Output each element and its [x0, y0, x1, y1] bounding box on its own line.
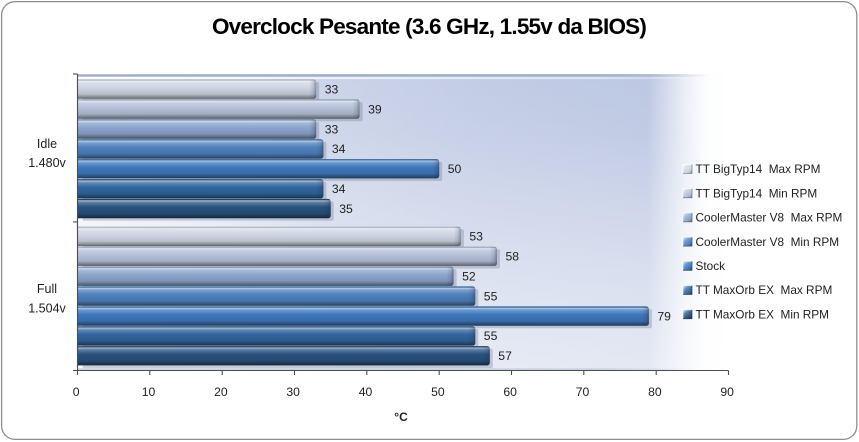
svg-text:1.504v: 1.504v: [28, 302, 66, 316]
svg-text:90: 90: [720, 385, 734, 399]
svg-text:39: 39: [368, 102, 382, 116]
svg-text:Idle: Idle: [37, 137, 57, 151]
svg-text:30: 30: [286, 385, 300, 399]
svg-text:57: 57: [498, 349, 512, 363]
svg-text:70: 70: [576, 385, 590, 399]
svg-text:TT BigTyp14 Max RPM: TT BigTyp14 Max RPM: [696, 162, 821, 176]
svg-text:79: 79: [657, 309, 671, 323]
svg-text:33: 33: [325, 122, 339, 136]
svg-text:55: 55: [484, 289, 498, 303]
svg-text:TT MaxOrb EX Min RPM: TT MaxOrb EX Min RPM: [696, 307, 830, 321]
svg-text:TT BigTyp14 Min RPM: TT BigTyp14 Min RPM: [696, 186, 818, 200]
svg-text:1.480v: 1.480v: [28, 156, 66, 170]
svg-text:°C: °C: [394, 410, 408, 424]
svg-text:50: 50: [431, 385, 445, 399]
svg-text:CoolerMaster V8 Max RPM: CoolerMaster V8 Max RPM: [696, 211, 843, 225]
svg-text:Overclock Pesante (3.6 GHz, 1.: Overclock Pesante (3.6 GHz, 1.55v da BIO…: [212, 14, 646, 39]
svg-text:Stock: Stock: [696, 259, 726, 273]
svg-text:20: 20: [214, 385, 228, 399]
svg-text:53: 53: [469, 230, 483, 244]
svg-text:50: 50: [448, 162, 462, 176]
svg-text:55: 55: [484, 329, 498, 343]
svg-text:TT MaxOrb EX Max RPM: TT MaxOrb EX Max RPM: [696, 283, 833, 297]
svg-text:10: 10: [142, 385, 156, 399]
svg-text:33: 33: [325, 83, 339, 97]
svg-text:60: 60: [503, 385, 517, 399]
svg-text:Full: Full: [37, 282, 57, 296]
svg-text:58: 58: [506, 250, 520, 264]
svg-text:35: 35: [339, 202, 353, 216]
svg-text:34: 34: [332, 182, 346, 196]
svg-text:CoolerMaster V8 Min RPM: CoolerMaster V8 Min RPM: [696, 235, 840, 249]
svg-text:40: 40: [359, 385, 373, 399]
svg-text:80: 80: [648, 385, 662, 399]
svg-text:0: 0: [73, 385, 80, 399]
svg-text:52: 52: [462, 270, 476, 284]
svg-text:34: 34: [332, 142, 346, 156]
